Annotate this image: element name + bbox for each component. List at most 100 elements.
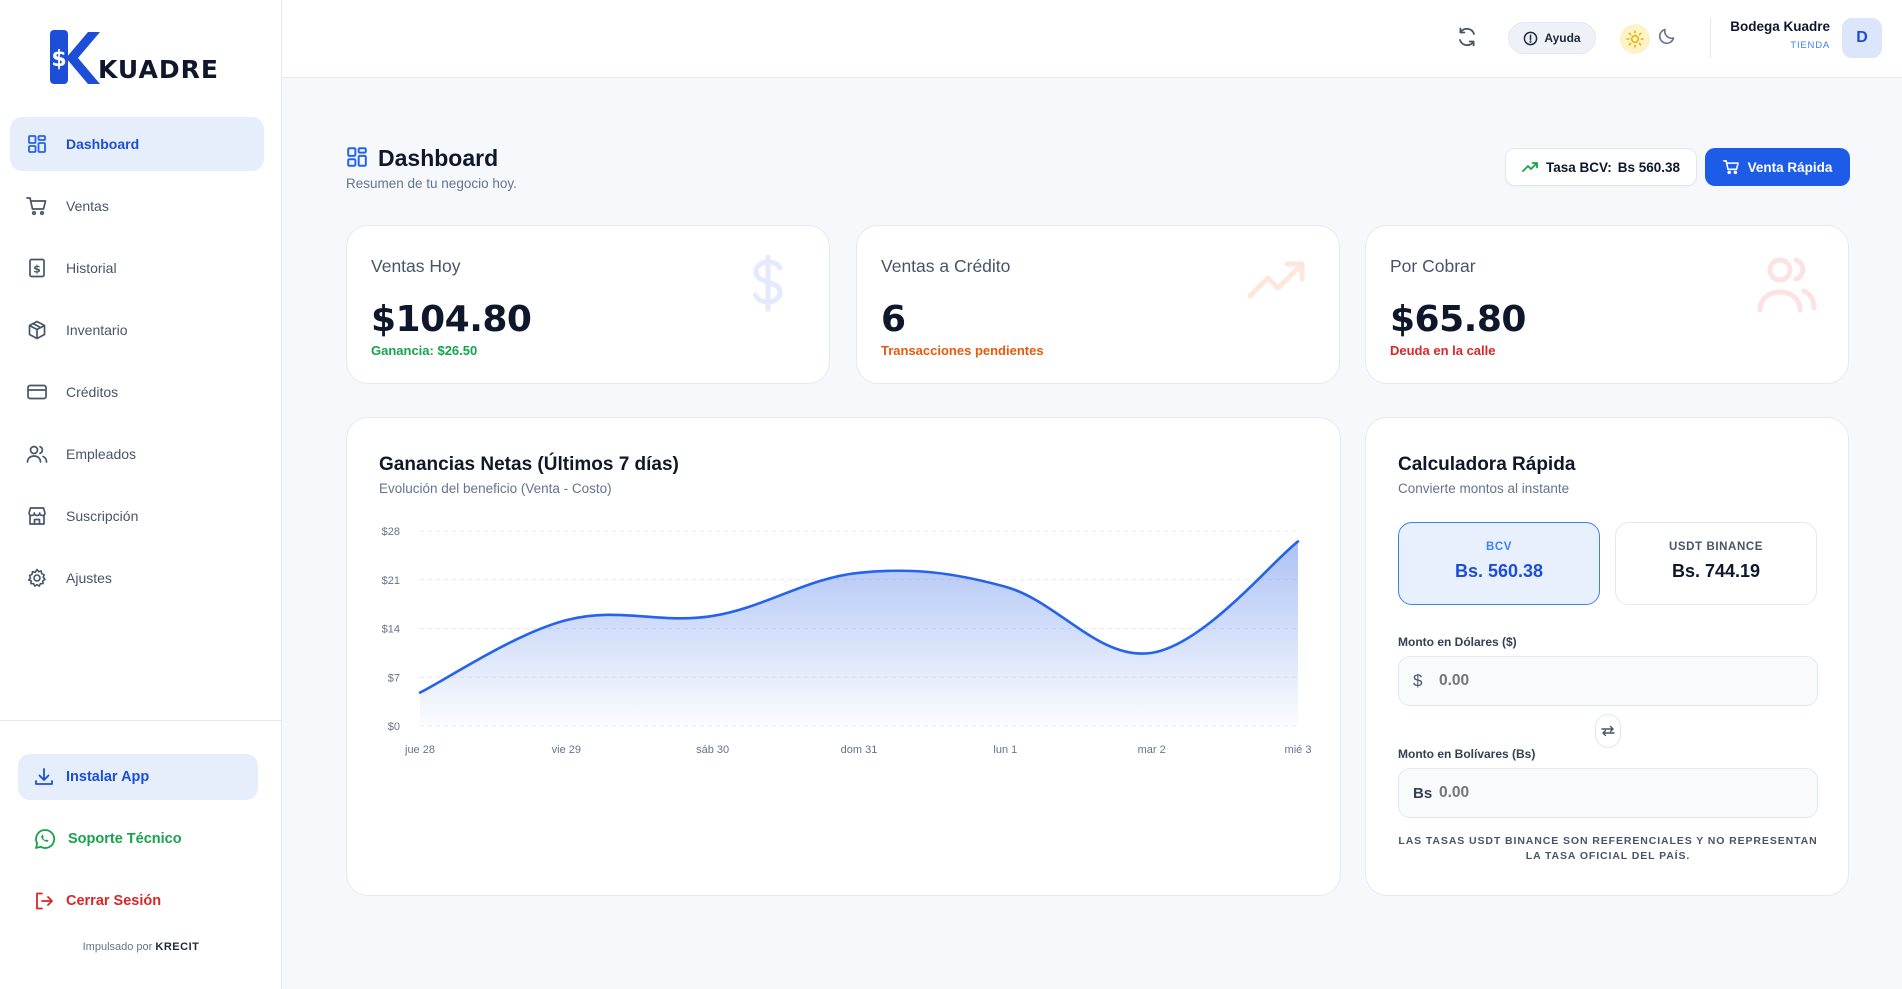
sun-icon[interactable]	[1620, 24, 1650, 54]
sidebar: $ KUADRE Dashboard Ventas $ Historial	[0, 0, 282, 989]
chart-x-tick-label: jue 28	[404, 744, 435, 756]
rate-option-value: Bs. 744.19	[1671, 561, 1761, 581]
logout-label: Cerrar Sesión	[66, 893, 162, 909]
brand-name: KUADRE	[98, 55, 219, 84]
bcv-rate-label: Tasa BCV:	[1545, 159, 1612, 175]
store-icon	[26, 505, 48, 527]
chart-x-tick-label: mar 2	[1138, 744, 1166, 756]
dashboard-grid-icon	[346, 146, 368, 168]
powered-by-text: Impulsado por	[82, 941, 153, 953]
top-bar: Ayuda Bodega Kuadre TIENDA D	[282, 0, 1902, 78]
stat-title: Ventas Hoy	[371, 256, 461, 276]
user-role: TIENDA	[1790, 40, 1830, 51]
receipt-icon: $	[26, 257, 48, 279]
usd-prefix: $	[1413, 671, 1423, 690]
download-icon	[34, 767, 54, 787]
calculator-title: Calculadora Rápida	[1398, 454, 1576, 475]
sidebar-item-label: Créditos	[66, 384, 119, 400]
stat-card-por-cobrar: Por Cobrar $65.80 Deuda en la calle	[1365, 225, 1849, 384]
chart-area-fill	[420, 541, 1298, 726]
sidebar-item-label: Dashboard	[66, 136, 140, 152]
users-icon	[26, 443, 48, 465]
sidebar-nav: Dashboard Ventas $ Historial Inventario …	[10, 117, 264, 613]
sidebar-item-label: Ajustes	[66, 570, 112, 586]
chart-x-tick-label: sáb 30	[696, 744, 729, 756]
chart-x-tick-label: vie 29	[552, 744, 581, 756]
sidebar-divider	[0, 720, 282, 721]
powered-by-brand: KRECIT	[155, 941, 200, 953]
usd-amount-field[interactable]: $	[1398, 656, 1818, 706]
swap-icon[interactable]	[1595, 714, 1621, 748]
rate-option-label: USDT BINANCE	[1668, 541, 1764, 553]
stat-sub: Deuda en la calle	[1390, 343, 1496, 358]
install-app-label: Instalar App	[66, 769, 150, 785]
sidebar-item-inventario[interactable]: Inventario	[10, 303, 264, 357]
bs-amount-input[interactable]	[1439, 784, 1799, 802]
chart-y-tick-label: $28	[382, 526, 400, 538]
whatsapp-icon	[34, 828, 56, 850]
sidebar-item-suscripcion[interactable]: Suscripción	[10, 489, 264, 543]
support-button[interactable]: Soporte Técnico	[18, 816, 258, 862]
stat-value: 6	[881, 299, 906, 340]
bs-amount-label: Monto en Bolívares (Bs)	[1398, 747, 1536, 761]
topbar-divider	[1710, 18, 1711, 58]
sidebar-item-label: Ventas	[66, 198, 109, 214]
moon-icon[interactable]	[1658, 27, 1682, 51]
stat-sub: Transacciones pendientes	[881, 343, 1044, 358]
stat-card-ventas-credito: Ventas a Crédito 6 Transacciones pendien…	[856, 225, 1340, 384]
users-icon	[1756, 252, 1818, 314]
svg-text:$: $	[51, 47, 66, 72]
cart-icon	[1722, 160, 1739, 175]
chart-series-line	[418, 540, 1300, 694]
rate-option-label: BCV	[1485, 541, 1513, 553]
help-button[interactable]: Ayuda	[1508, 22, 1596, 54]
stat-value: $65.80	[1390, 299, 1526, 340]
stat-sub: Ganancia: $26.50	[371, 343, 478, 358]
cart-icon	[26, 195, 48, 217]
quick-sale-button[interactable]: Venta Rápida	[1705, 148, 1850, 186]
powered-by: Impulsado por KRECIT	[0, 941, 282, 953]
gear-icon	[26, 567, 48, 589]
brand-logo[interactable]: $ KUADRE	[48, 28, 219, 86]
sidebar-item-creditos[interactable]: Créditos	[10, 365, 264, 419]
sidebar-item-ajustes[interactable]: Ajustes	[10, 551, 264, 605]
profit-chart-card: Ganancias Netas (Últimos 7 días) Evoluci…	[346, 417, 1341, 896]
sidebar-item-label: Historial	[66, 260, 117, 276]
user-name: Bodega Kuadre	[1730, 19, 1830, 34]
logout-button[interactable]: Cerrar Sesión	[18, 878, 258, 924]
avatar[interactable]: D	[1842, 18, 1882, 58]
rate-option-bcv[interactable]: BCV Bs. 560.38	[1398, 522, 1600, 605]
refresh-icon[interactable]	[1456, 26, 1480, 50]
quick-calculator-card: Calculadora Rápida Convierte montos al i…	[1365, 417, 1849, 896]
stat-title: Ventas a Crédito	[881, 256, 1011, 276]
chart-title: Ganancias Netas (Últimos 7 días)	[379, 454, 679, 475]
usd-amount-input[interactable]	[1439, 672, 1799, 690]
chart-y-tick-label: $0	[388, 721, 400, 733]
stat-title: Por Cobrar	[1390, 256, 1476, 276]
sidebar-item-historial[interactable]: $ Historial	[10, 241, 264, 295]
rates-disclaimer: Las tasas USDT Binance son referenciales…	[1398, 835, 1818, 862]
rate-option-usdt-binance[interactable]: USDT BINANCE Bs. 744.19	[1615, 522, 1817, 605]
logout-icon	[34, 891, 54, 911]
sidebar-item-dashboard[interactable]: Dashboard	[10, 117, 264, 171]
chart-x-tick-label: dom 31	[841, 744, 878, 756]
trending-up-icon	[1247, 252, 1309, 314]
trending-up-icon	[1522, 162, 1538, 172]
install-app-button[interactable]: Instalar App	[18, 754, 258, 800]
sidebar-item-label: Suscripción	[66, 508, 139, 524]
sidebar-item-ventas[interactable]: Ventas	[10, 179, 264, 233]
sidebar-item-label: Inventario	[66, 322, 128, 338]
help-label: Ayuda	[1544, 31, 1581, 45]
bs-amount-field[interactable]: Bs	[1398, 768, 1818, 818]
chart-y-tick-label: $14	[382, 624, 400, 636]
svg-text:$: $	[33, 263, 41, 276]
dashboard-grid-icon	[26, 133, 48, 155]
rate-option-value: Bs. 560.38	[1454, 561, 1544, 581]
sidebar-item-empleados[interactable]: Empleados	[10, 427, 264, 481]
chart-subtitle: Evolución del beneficio (Venta - Costo)	[379, 481, 612, 496]
calculator-subtitle: Convierte montos al instante	[1398, 481, 1570, 496]
page-subtitle: Resumen de tu negocio hoy.	[346, 176, 517, 191]
stat-value: $104.80	[371, 299, 532, 340]
usd-amount-label: Monto en Dólares ($)	[1398, 635, 1517, 649]
quick-sale-label: Venta Rápida	[1747, 159, 1833, 175]
